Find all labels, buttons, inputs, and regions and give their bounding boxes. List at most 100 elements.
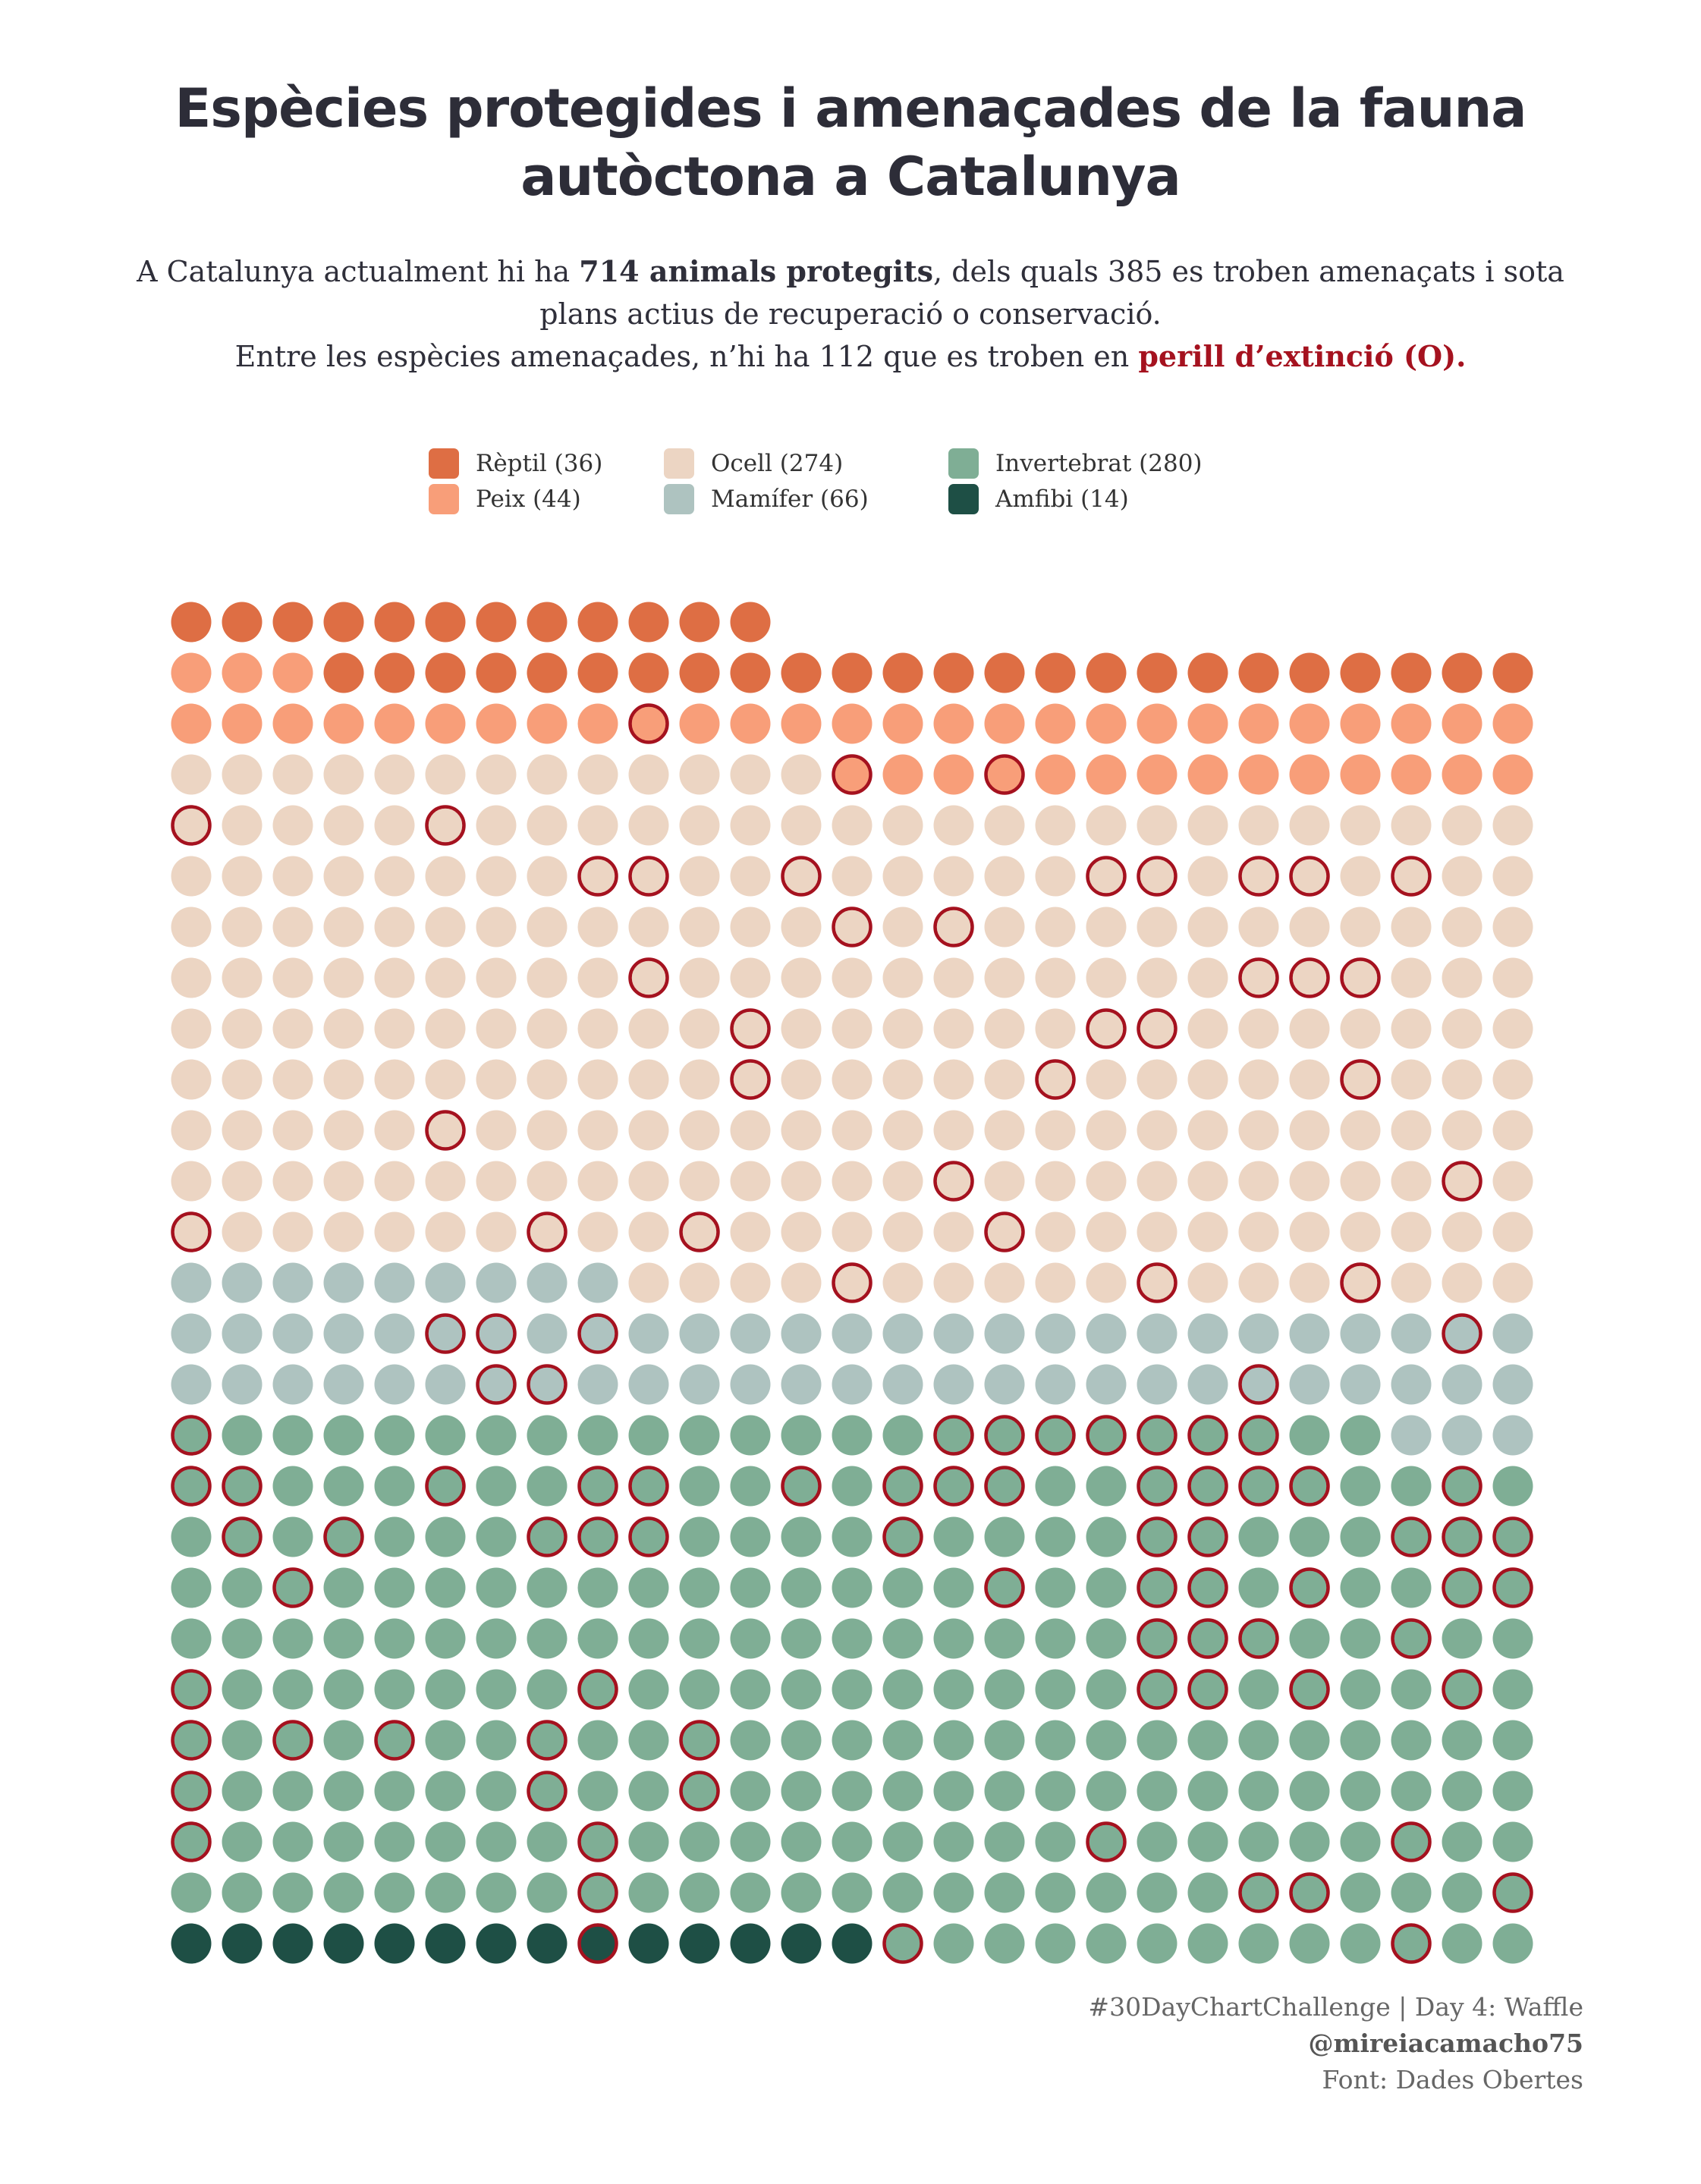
waffle-cell-extinction bbox=[1492, 1567, 1533, 1608]
waffle-cell bbox=[679, 1466, 720, 1507]
waffle-cell bbox=[1492, 1211, 1533, 1252]
waffle-cell-extinction bbox=[1289, 1567, 1330, 1608]
waffle-cell bbox=[1238, 1161, 1279, 1202]
waffle-cell bbox=[1238, 1821, 1279, 1862]
waffle-cell bbox=[577, 1059, 618, 1100]
waffle-cell bbox=[781, 1567, 822, 1608]
waffle-cell bbox=[1340, 1110, 1381, 1151]
waffle-cell bbox=[222, 957, 263, 998]
subtitle-line1: A Catalunya actualment hi ha 714 animals… bbox=[46, 250, 1655, 293]
waffle-cell bbox=[1492, 652, 1533, 693]
waffle-cell bbox=[984, 1313, 1025, 1354]
waffle-cell bbox=[272, 1821, 313, 1862]
waffle-cell-extinction bbox=[730, 1059, 771, 1100]
waffle-cell bbox=[323, 1618, 364, 1659]
waffle-cell bbox=[323, 703, 364, 744]
waffle-cell bbox=[577, 602, 618, 643]
waffle-cell bbox=[1238, 1313, 1279, 1354]
waffle-cell-extinction bbox=[1340, 957, 1381, 998]
waffle-cell-extinction bbox=[222, 1466, 263, 1507]
waffle-cell bbox=[577, 1211, 618, 1252]
waffle-cell bbox=[476, 602, 517, 643]
waffle-cell bbox=[476, 1618, 517, 1659]
waffle-cell bbox=[679, 1415, 720, 1456]
waffle-cell bbox=[374, 1669, 415, 1710]
waffle-cell bbox=[1442, 1771, 1482, 1812]
waffle-cell-extinction bbox=[781, 1466, 822, 1507]
waffle-cell bbox=[1289, 1516, 1330, 1557]
waffle-cell bbox=[222, 1720, 263, 1761]
waffle-cell bbox=[628, 1872, 669, 1913]
waffle-cell bbox=[1035, 907, 1076, 947]
waffle-cell bbox=[476, 754, 517, 795]
waffle-cell bbox=[882, 703, 923, 744]
waffle-cell bbox=[577, 1567, 618, 1608]
waffle-cell-extinction bbox=[425, 1466, 466, 1507]
waffle-cell-extinction bbox=[1442, 1466, 1482, 1507]
waffle-cell-extinction bbox=[527, 1720, 568, 1761]
waffle-cell bbox=[1340, 1618, 1381, 1659]
waffle-cell bbox=[1238, 1059, 1279, 1100]
waffle-cell bbox=[933, 1516, 974, 1557]
waffle-cell bbox=[984, 1669, 1025, 1710]
legend-label: Amfibi (14) bbox=[995, 486, 1129, 513]
waffle-cell bbox=[984, 856, 1025, 897]
waffle-cell-extinction bbox=[933, 1161, 974, 1202]
waffle-cell bbox=[1391, 1110, 1432, 1151]
waffle-cell bbox=[476, 1110, 517, 1151]
waffle-cell bbox=[679, 1364, 720, 1405]
waffle-cell bbox=[527, 907, 568, 947]
waffle-cell bbox=[679, 805, 720, 846]
waffle-cell bbox=[984, 1262, 1025, 1303]
waffle-cell bbox=[272, 602, 313, 643]
waffle-cell bbox=[832, 1821, 873, 1862]
waffle-cell bbox=[1492, 1415, 1533, 1456]
legend-label: Rèptil (36) bbox=[476, 450, 603, 477]
waffle-cell bbox=[374, 856, 415, 897]
waffle-cell bbox=[984, 1516, 1025, 1557]
waffle-cell bbox=[933, 1110, 974, 1151]
waffle-cell bbox=[1289, 805, 1330, 846]
waffle-cell bbox=[171, 1364, 212, 1405]
waffle-cell bbox=[1289, 1059, 1330, 1100]
waffle-cell bbox=[984, 805, 1025, 846]
waffle-cell bbox=[323, 907, 364, 947]
waffle-cell bbox=[272, 1516, 313, 1557]
subtitle-line2: plans actius de recuperació o conservaci… bbox=[539, 297, 1162, 331]
waffle-cell bbox=[882, 1821, 923, 1862]
waffle-cell bbox=[1492, 1923, 1533, 1964]
waffle-cell bbox=[781, 1008, 822, 1049]
waffle-cell bbox=[425, 754, 466, 795]
waffle-cell-extinction bbox=[832, 1262, 873, 1303]
waffle-cell bbox=[882, 1313, 923, 1354]
legend-label: Invertebrat (280) bbox=[995, 450, 1203, 477]
waffle-cell bbox=[527, 1161, 568, 1202]
waffle-cell bbox=[730, 1466, 771, 1507]
waffle-cell bbox=[1340, 1720, 1381, 1761]
waffle-cell-extinction bbox=[628, 703, 669, 744]
waffle-cell bbox=[832, 1567, 873, 1608]
waffle-cell bbox=[1187, 1211, 1228, 1252]
waffle-cell bbox=[577, 1415, 618, 1456]
waffle-cell bbox=[425, 1211, 466, 1252]
waffle-cell bbox=[476, 1923, 517, 1964]
waffle-cell bbox=[1086, 703, 1127, 744]
waffle-cell bbox=[832, 1313, 873, 1354]
waffle-cell bbox=[984, 1923, 1025, 1964]
waffle-cell bbox=[1035, 1516, 1076, 1557]
waffle-cell bbox=[476, 1516, 517, 1557]
chart-footer: #30DayChartChallenge | Day 4: Waffle @mi… bbox=[1088, 1989, 1583, 2098]
waffle-cell bbox=[527, 602, 568, 643]
waffle-cell bbox=[1086, 1110, 1127, 1151]
waffle-cell-extinction bbox=[1442, 1161, 1482, 1202]
waffle-cell bbox=[1391, 1313, 1432, 1354]
waffle-cell-extinction bbox=[1137, 1415, 1177, 1456]
waffle-cell bbox=[832, 1771, 873, 1812]
waffle-cell bbox=[1492, 1618, 1533, 1659]
waffle-cell bbox=[374, 1161, 415, 1202]
waffle-cell bbox=[882, 1059, 923, 1100]
waffle-cell bbox=[984, 652, 1025, 693]
waffle-cell-extinction bbox=[171, 1211, 212, 1252]
waffle-cell bbox=[1289, 1618, 1330, 1659]
waffle-cell bbox=[1137, 1364, 1177, 1405]
